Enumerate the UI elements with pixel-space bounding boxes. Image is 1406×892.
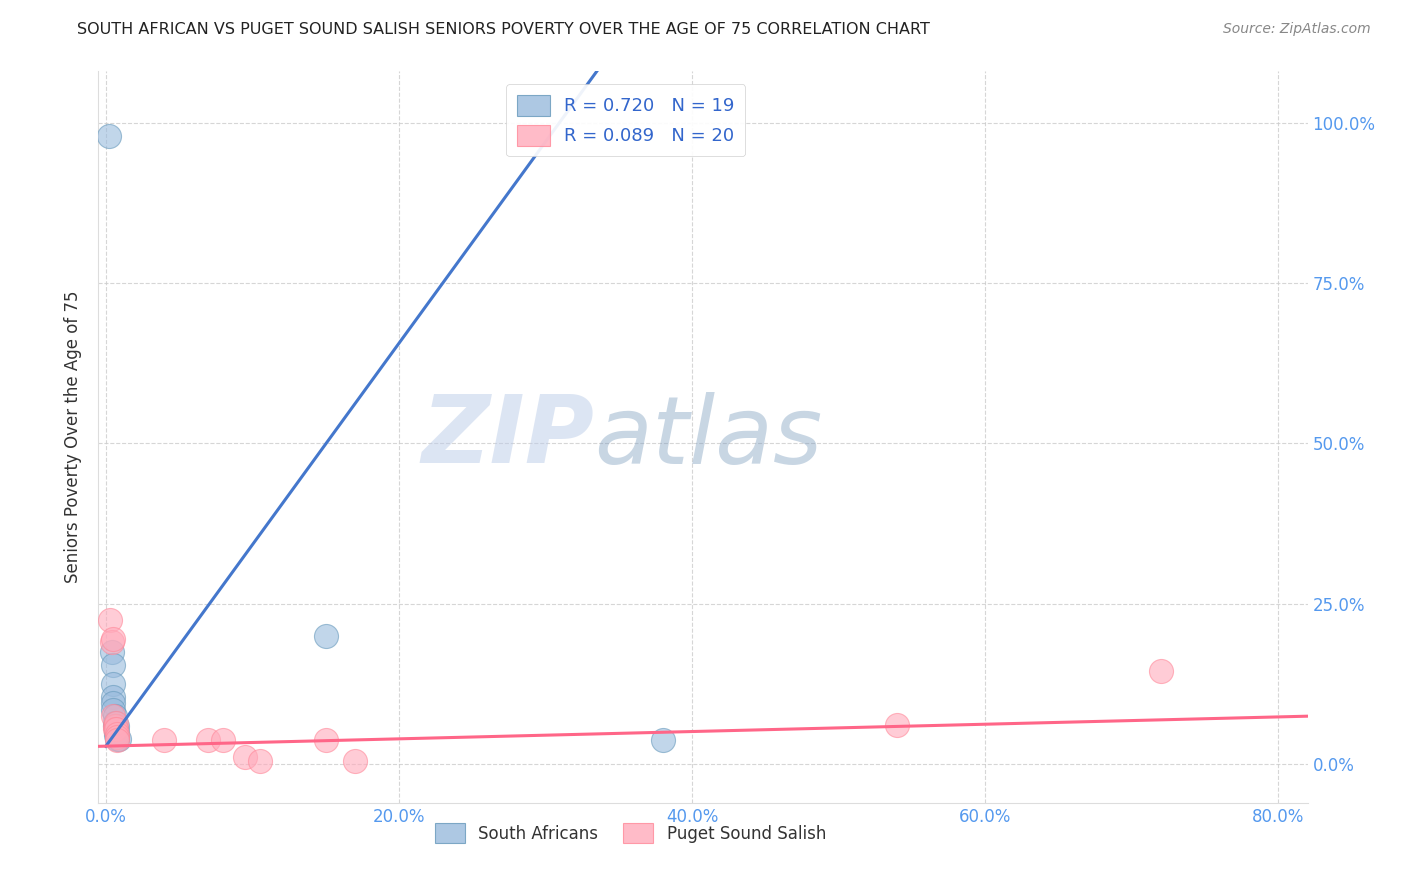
Legend: South Africans, Puget Sound Salish: South Africans, Puget Sound Salish [429, 817, 832, 849]
Point [101, 690, 124, 704]
Point [97, 128, 120, 143]
Point [101, 632, 124, 647]
Text: Source: ZipAtlas.com: Source: ZipAtlas.com [1223, 22, 1371, 37]
Text: atlas: atlas [595, 392, 823, 483]
Point [105, 728, 128, 742]
Point [153, 733, 176, 747]
Text: SOUTH AFRICAN VS PUGET SOUND SALISH SENIORS POVERTY OVER THE AGE OF 75 CORRELATI: SOUTH AFRICAN VS PUGET SOUND SALISH SENI… [77, 22, 931, 37]
Point [233, 749, 256, 764]
Point [107, 719, 129, 733]
Point [107, 725, 129, 739]
Point [108, 731, 131, 746]
Point [103, 719, 125, 733]
Point [249, 754, 271, 768]
Point [103, 722, 125, 736]
Point [1150, 665, 1173, 679]
Point [105, 722, 128, 736]
Point [315, 629, 337, 643]
Point [105, 722, 128, 736]
Point [100, 635, 122, 649]
Point [101, 657, 124, 672]
Point [103, 715, 125, 730]
Point [105, 725, 128, 739]
Point [107, 731, 129, 745]
Point [100, 645, 122, 659]
Point [107, 731, 129, 746]
Point [105, 715, 128, 730]
Point [101, 677, 124, 691]
Point [107, 726, 129, 740]
Point [107, 733, 129, 747]
Point [101, 697, 124, 711]
Point [101, 709, 124, 723]
Text: ZIP: ZIP [422, 391, 595, 483]
Point [343, 754, 366, 768]
Y-axis label: Seniors Poverty Over the Age of 75: Seniors Poverty Over the Age of 75 [65, 291, 83, 583]
Point [651, 733, 673, 747]
Point [315, 733, 337, 747]
Point [886, 717, 908, 731]
Point [197, 733, 219, 747]
Point [98, 613, 121, 627]
Point [212, 733, 235, 747]
Point [103, 709, 125, 723]
Point [103, 719, 125, 733]
Point [101, 703, 124, 717]
